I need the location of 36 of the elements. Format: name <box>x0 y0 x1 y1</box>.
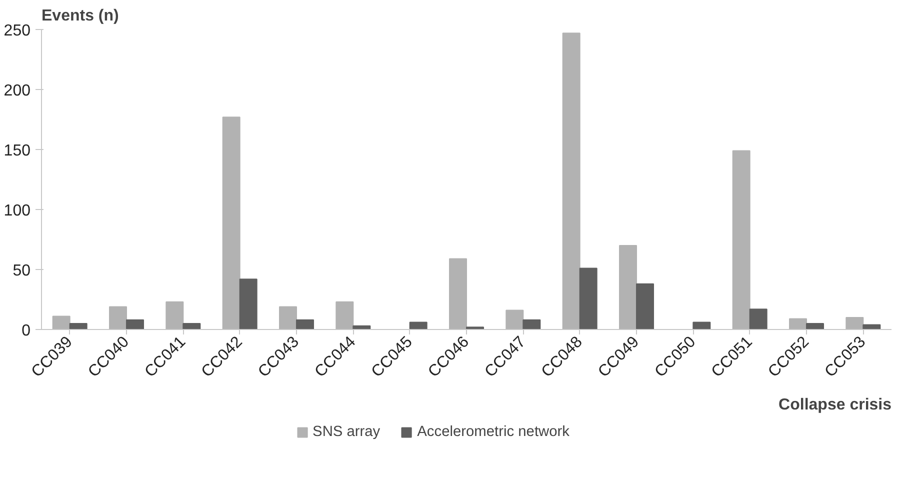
bar <box>52 316 70 330</box>
bar <box>166 301 184 330</box>
bar <box>182 323 201 330</box>
legend-label: SNS array <box>312 424 380 440</box>
bar <box>846 317 864 330</box>
bar <box>749 308 768 330</box>
x-axis-title: Collapse crisis <box>778 396 892 414</box>
bar <box>619 245 637 330</box>
bar <box>732 150 750 330</box>
bar <box>449 258 467 330</box>
bar <box>562 32 580 330</box>
bar <box>789 318 807 330</box>
bar <box>692 322 711 330</box>
bar <box>279 306 297 330</box>
y-tick-label: 0 <box>22 322 31 340</box>
y-tick-label: 100 <box>4 202 31 220</box>
bar <box>522 319 541 330</box>
bar <box>806 323 824 330</box>
bar <box>409 322 428 330</box>
bar <box>126 319 144 330</box>
y-tick-label: 50 <box>12 262 31 280</box>
bar <box>579 268 598 330</box>
bar <box>636 283 654 330</box>
y-tick-label: 250 <box>4 22 31 40</box>
y-axis-title: Events (n) <box>42 8 119 24</box>
bar <box>862 324 881 330</box>
legend-label: Accelerometric network <box>417 424 570 440</box>
bar <box>296 319 314 330</box>
bar <box>69 323 88 330</box>
bar <box>336 301 354 330</box>
y-tick-label: 150 <box>4 142 31 160</box>
bar <box>222 116 240 330</box>
y-tick-label: 200 <box>4 82 31 100</box>
bar <box>109 306 127 330</box>
bar <box>506 310 524 330</box>
bar <box>239 278 258 330</box>
